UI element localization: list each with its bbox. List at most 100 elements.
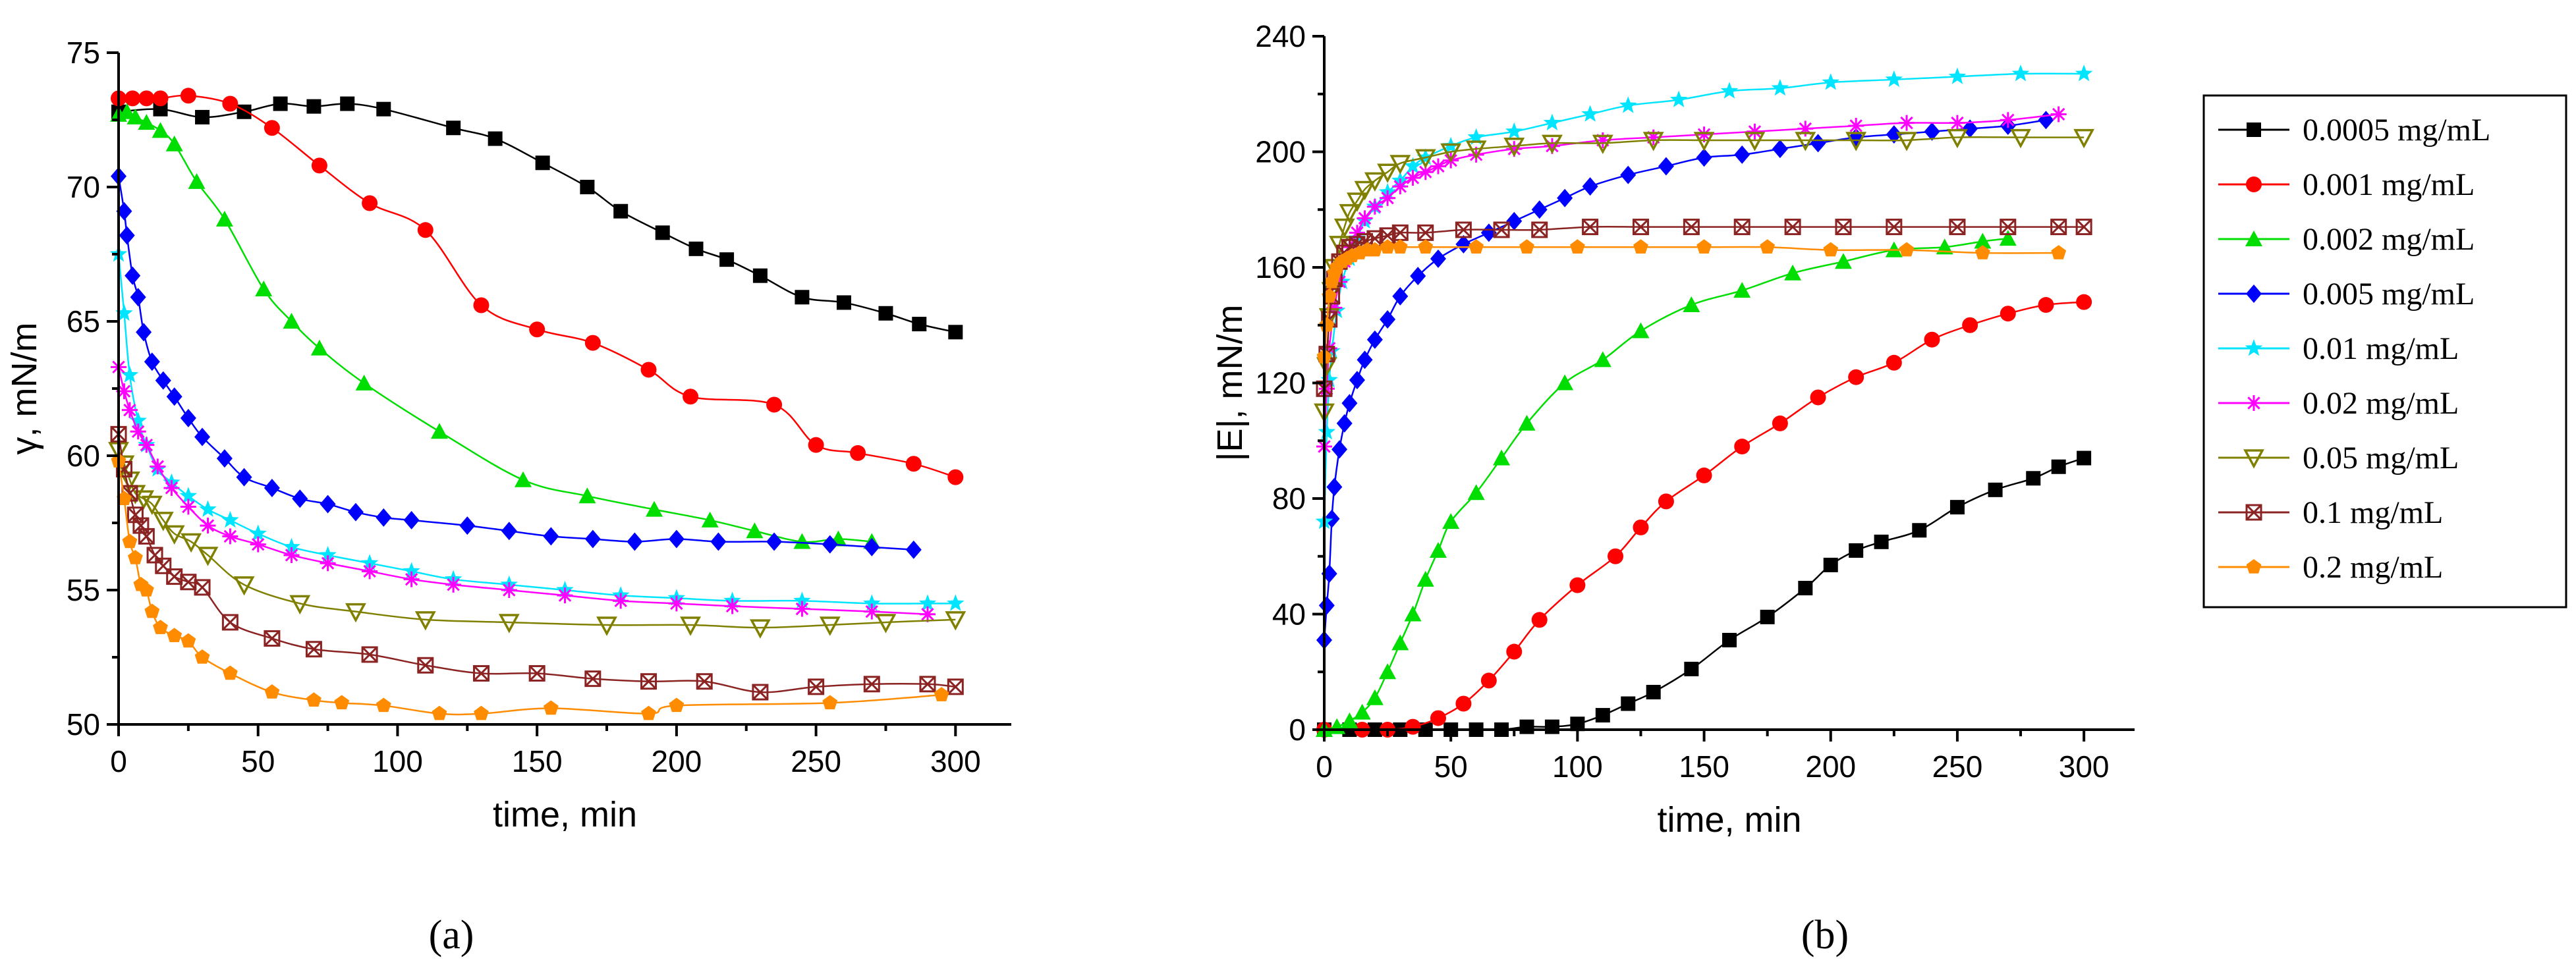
panel-b-point-0-02-mg-ml [1848, 118, 1864, 134]
panel-b-point-0-0005-mg-ml [2051, 459, 2066, 474]
panel-b-point-0-05-mg-ml [1333, 218, 1355, 238]
panel-a-point-0-01-mg-ml [918, 594, 937, 611]
panel-b-point-0-0005-mg-ml [1722, 632, 1737, 647]
panel-b-point-0-001-mg-ml [1506, 643, 1523, 660]
panel-b-point-0-1-mg-ml [1582, 219, 1599, 236]
panel-a-point-0-05-mg-ml [345, 603, 366, 623]
panel-b-point-0-001-mg-ml [1608, 548, 1624, 564]
panel-b-x-axis-title: time, min [1657, 800, 1801, 840]
panel-a-point-0-1-mg-ml [264, 630, 281, 647]
legend-marker [2243, 449, 2264, 469]
panel-a-point-0-005-mg-ml [501, 522, 517, 541]
panel-a-point-0-2-mg-ml [117, 491, 132, 505]
panel-b-series-0-002-mg-ml [1316, 230, 2017, 737]
panel-b-line-0-05-mg-ml [1323, 136, 2085, 412]
panel-a-point-0-005-mg-ml [194, 427, 211, 446]
panel-b-point-0-01-mg-ml [2011, 65, 2030, 82]
panel-b-point-0-05-mg-ml [1541, 134, 1563, 155]
panel-a-series-0-02-mg-ml [111, 359, 936, 622]
panel-a-point-0-001-mg-ml [264, 120, 280, 136]
panel-a-point-0-02-mg-ml [613, 593, 629, 609]
panel-a-point-0-05-mg-ml [181, 533, 202, 553]
panel-a-point-0-005-mg-ml [710, 532, 727, 551]
panel-b-point-0-02-mg-ml [1506, 141, 1523, 157]
panel-a-point-0-01-mg-ml [946, 594, 965, 611]
legend-marker [2245, 504, 2262, 521]
panel-b-point-0-002-mg-ml [1834, 253, 1852, 269]
panel-b-y-tick-label: 200 [1255, 135, 1306, 169]
panel-b-point-0-005-mg-ml [1924, 122, 1940, 141]
panel-b-point-0-1-mg-ml [1784, 219, 1801, 236]
panel-b-point-0-002-mg-ml [1999, 230, 2017, 246]
legend-marker [2246, 395, 2262, 411]
panel-a-point-0-05-mg-ml [163, 525, 185, 545]
panel-a-point-0-001-mg-ml [584, 335, 601, 351]
panel-a-point-0-005-mg-ml [403, 510, 420, 529]
panel-a-point-0-1-mg-ml [132, 517, 150, 534]
panel-a-x-axis-title: time, min [493, 795, 637, 834]
panel-a-point-0-005-mg-ml [144, 352, 160, 371]
panel-b-point-0-001-mg-ml [1848, 369, 1864, 385]
panel-b-point-0-02-mg-ml [1797, 121, 1814, 137]
panel-b-point-0-005-mg-ml [1886, 125, 1902, 144]
legend-entry-0-0005-mg-ml: 0.0005 mg/mL [2218, 113, 2490, 148]
panel-a-point-0-0005-mg-ml [688, 241, 704, 256]
panel-b-y-tick-label: 40 [1272, 597, 1306, 632]
panel-b-point-0-002-mg-ml [1353, 703, 1371, 720]
panel-a-point-0-05-mg-ml [141, 495, 163, 516]
legend-label: 0.05 mg/mL [2303, 441, 2459, 475]
panel-b-x-tick-label: 100 [1552, 749, 1603, 784]
panel-a-point-0-005-mg-ml [543, 527, 559, 546]
panel-b-point-0-02-mg-ml [1645, 129, 1662, 146]
panel-a-point-0-001-mg-ml [640, 362, 657, 378]
panel-b-point-0-05-mg-ml [1946, 128, 1968, 149]
panel-a-point-0-002-mg-ml [215, 210, 233, 227]
panel-b-point-0-001-mg-ml [1962, 317, 1978, 333]
panel-a-point-0-1-mg-ml [194, 579, 211, 596]
panel-b-point-0-001-mg-ml [1810, 389, 1826, 406]
panel-a-x-tick-label: 100 [372, 744, 423, 778]
panel-b-point-0-05-mg-ml [1592, 134, 1613, 155]
panel-b-point-0-02-mg-ml [1594, 132, 1611, 148]
panel-a-point-0-01-mg-ml [179, 487, 198, 504]
panel-b-point-0-0005-mg-ml [1519, 719, 1534, 734]
panel-a-point-0-005-mg-ml [627, 532, 643, 551]
panel-a-point-0-1-mg-ml [696, 673, 713, 690]
panel-a-point-0-0005-mg-ml [306, 99, 322, 114]
legend-entry-0-05-mg-ml: 0.05 mg/mL [2218, 441, 2459, 475]
panel-a-point-0-005-mg-ml [136, 323, 152, 342]
panel-b-point-0-005-mg-ml [1810, 134, 1826, 153]
panel-b-point-0-1-mg-ml [1531, 221, 1548, 238]
panel-b-point-0-0005-mg-ml [1595, 708, 1610, 723]
panel-b-series-0-05-mg-ml [1314, 128, 2095, 423]
panel-a-point-0-02-mg-ml [668, 595, 685, 612]
panel-a-y-tick-label: 75 [67, 36, 100, 70]
panel-a-point-0-02-mg-ml [163, 479, 180, 496]
panel-a-y-tick-label: 50 [67, 707, 100, 742]
panel-b-point-0-05-mg-ml [1693, 132, 1715, 151]
panel-b-point-0-01-mg-ml [1771, 78, 1789, 96]
panel-b-point-0-01-mg-ml [1822, 73, 1840, 90]
panel-b-point-0-2-mg-ml [1418, 239, 1434, 254]
legend-entry-0-2-mg-ml: 0.2 mg/mL [2218, 550, 2443, 585]
panel-b-point-0-002-mg-ml [1404, 605, 1422, 622]
panel-b-y-tick-label: 80 [1272, 481, 1306, 516]
panel-a-point-0-0005-mg-ml [376, 101, 391, 117]
panel-b-point-0-0005-mg-ml [1760, 609, 1775, 624]
panel-a-point-0-05-mg-ml [596, 616, 617, 636]
panel-b-point-0-1-mg-ml [1835, 219, 1852, 236]
panel-a-point-0-001-mg-ml [473, 297, 490, 313]
panel-b-point-0-01-mg-ml [1505, 122, 1523, 140]
panel-a-point-0-05-mg-ml [414, 611, 436, 631]
panel-b-point-0-005-mg-ml [1341, 394, 1358, 413]
legend-label: 0.0005 mg/mL [2303, 113, 2490, 148]
panel-a-point-0-0005-mg-ml [878, 306, 893, 321]
panel-a-point-0-2-mg-ml [334, 695, 350, 710]
panel-a-point-0-005-mg-ml [116, 202, 132, 221]
panel-a-y-tick-label: 60 [67, 439, 100, 473]
panel-b-point-0-002-mg-ml [1467, 484, 1485, 501]
panel-b-point-0-2-mg-ml [1569, 239, 1585, 254]
panel-a-point-0-1-mg-ml [584, 670, 602, 688]
panel-a-point-0-05-mg-ml [749, 619, 771, 639]
panel-a-point-0-05-mg-ml [498, 614, 520, 634]
